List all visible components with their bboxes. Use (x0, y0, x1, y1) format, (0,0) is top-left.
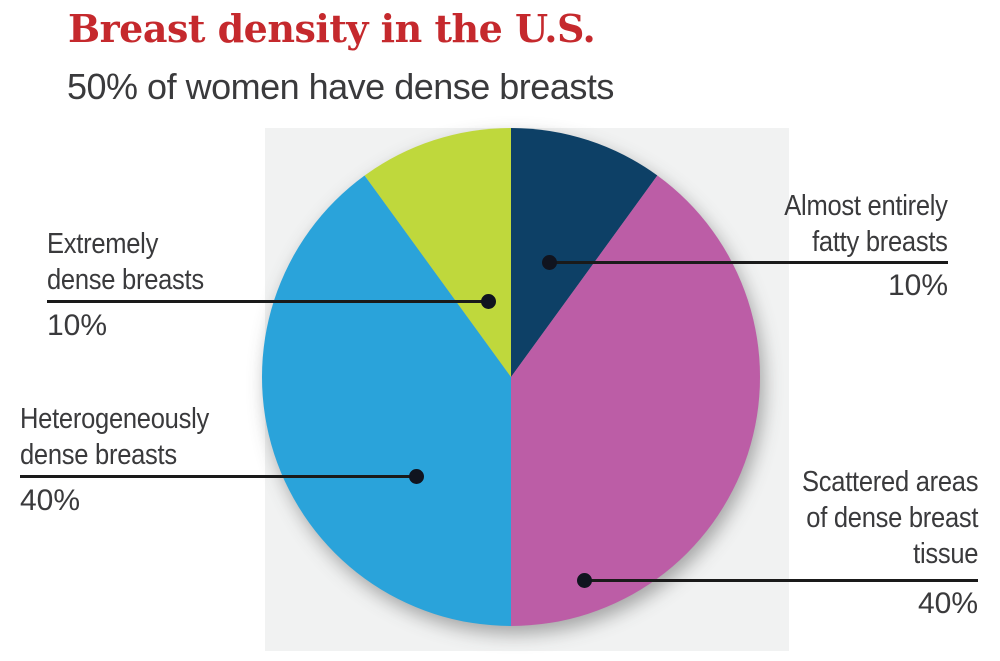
callout-label-hetero-line1: Heterogeneously (20, 403, 209, 435)
callout-label-extreme-line2: dense breasts (47, 264, 204, 296)
leader-line-scattered (584, 579, 978, 582)
callout-pct-fatty: 10% (887, 269, 948, 302)
callout-label-scattered: Scattered areas of dense breast tissue (802, 464, 978, 572)
leader-line-fatty (549, 261, 948, 264)
callout-pct-hetero: 40% (20, 484, 81, 517)
pie-slice-2 (261, 175, 511, 627)
callout-label-scattered-line3: tissue (912, 538, 978, 570)
callout-pct-scattered: 40% (917, 587, 978, 620)
callout-label-hetero-line2: dense breasts (20, 439, 177, 471)
callout-pct-extreme: 10% (47, 309, 108, 342)
leader-line-hetero (20, 475, 416, 478)
callout-label-hetero: Heterogeneously dense breasts (20, 401, 209, 473)
callout-label-fatty-line1: Almost entirely (784, 190, 949, 222)
callout-label-fatty: Almost entirely fatty breasts (784, 188, 949, 260)
callout-label-extreme-line1: Extremely (47, 228, 159, 260)
pie-slice-3 (364, 128, 511, 377)
callout-label-scattered-line1: Scattered areas (801, 466, 978, 498)
pie-chart (261, 128, 761, 627)
leader-dot-scattered (577, 573, 592, 588)
pie-slice-0 (511, 128, 658, 377)
chart-subtitle: 50% of women have dense breasts (67, 66, 614, 107)
callout-label-fatty-line2: fatty breasts (812, 226, 948, 258)
leader-line-extreme (47, 300, 488, 303)
callout-label-scattered-line2: of dense breast (806, 502, 978, 534)
pie-slice-1 (511, 175, 761, 627)
callout-label-extreme: Extremely dense breasts (47, 226, 204, 298)
leader-dot-extreme (481, 294, 496, 309)
leader-dot-hetero (409, 469, 424, 484)
leader-dot-fatty (542, 255, 557, 270)
chart-title: Breast density in the U.S. (68, 6, 596, 51)
